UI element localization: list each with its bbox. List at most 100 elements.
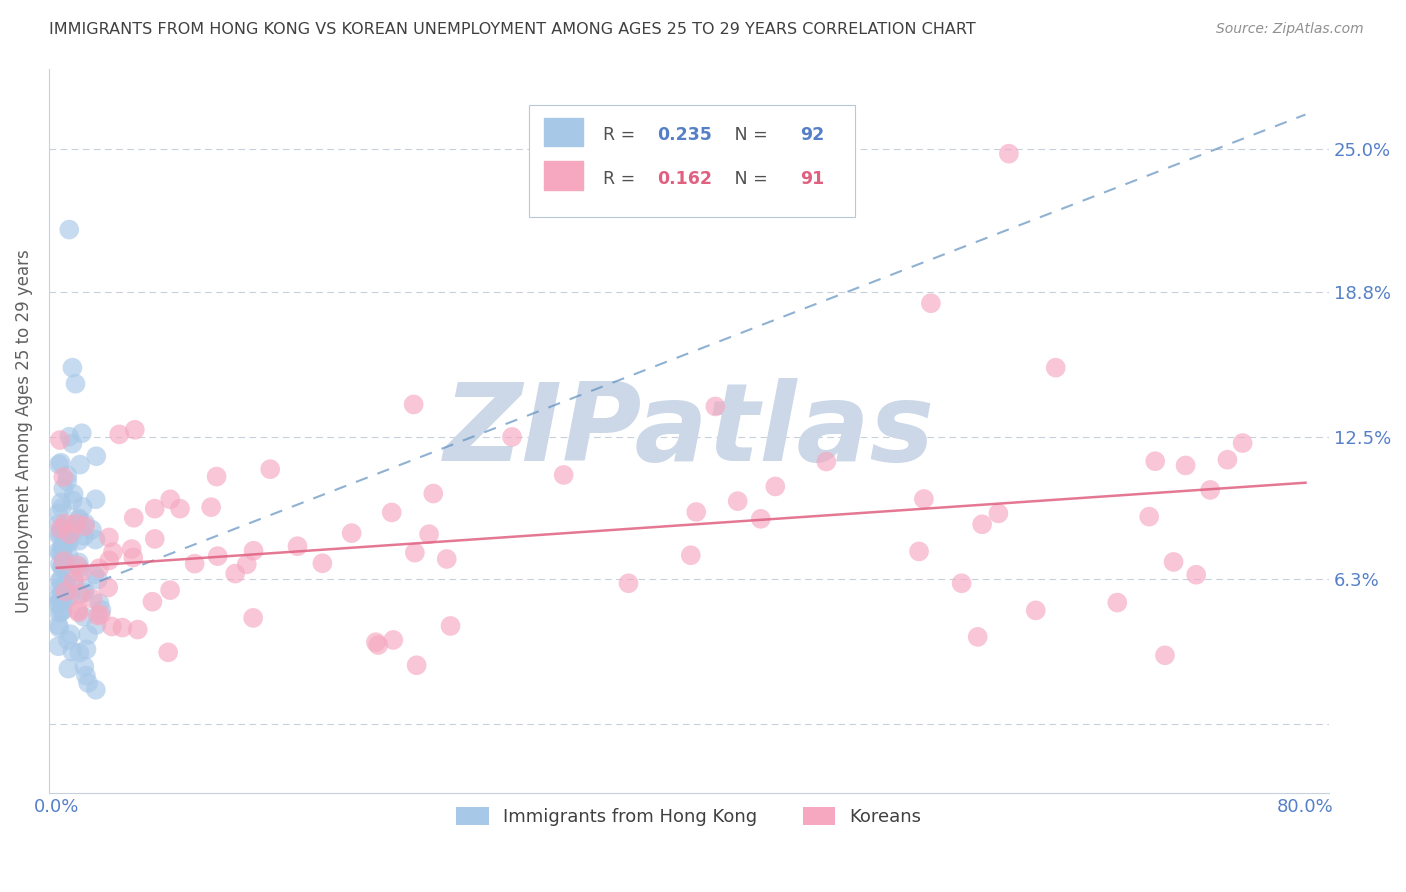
Point xyxy=(617,576,640,591)
Point xyxy=(1045,360,1067,375)
Point xyxy=(59,627,82,641)
Point xyxy=(908,544,931,558)
Point xyxy=(86,618,108,632)
Point xyxy=(62,645,84,659)
Point xyxy=(58,549,80,563)
Point xyxy=(1107,596,1129,610)
Point xyxy=(287,539,309,553)
Point xyxy=(205,469,228,483)
Point xyxy=(159,583,181,598)
Point xyxy=(60,436,83,450)
Point xyxy=(157,645,180,659)
Text: 0.235: 0.235 xyxy=(657,126,711,145)
Point xyxy=(52,554,75,568)
Point xyxy=(381,505,404,519)
Point xyxy=(73,583,96,598)
Point xyxy=(73,609,96,624)
Point xyxy=(418,527,440,541)
Point xyxy=(70,566,93,580)
Point xyxy=(46,597,69,611)
Point xyxy=(51,500,73,515)
Point xyxy=(402,397,425,411)
Point xyxy=(73,659,96,673)
Point xyxy=(236,558,259,572)
Point xyxy=(77,628,100,642)
Point xyxy=(51,519,73,533)
Point xyxy=(404,546,426,560)
Point xyxy=(48,528,70,542)
Legend: Immigrants from Hong Kong, Koreans: Immigrants from Hong Kong, Koreans xyxy=(447,797,931,835)
Point xyxy=(422,486,444,500)
Point xyxy=(55,591,77,606)
Point xyxy=(1185,567,1208,582)
Point xyxy=(111,621,134,635)
Point xyxy=(58,222,80,236)
Point xyxy=(48,574,70,588)
Point xyxy=(183,557,205,571)
Point xyxy=(143,532,166,546)
Point xyxy=(69,587,91,601)
Point xyxy=(405,658,427,673)
Point xyxy=(46,544,69,558)
Point xyxy=(73,586,96,600)
Point xyxy=(98,553,121,567)
Point xyxy=(224,566,246,581)
Point xyxy=(58,662,80,676)
Point xyxy=(1199,483,1222,497)
Point xyxy=(122,510,145,524)
Point xyxy=(65,376,87,391)
Point xyxy=(97,530,120,544)
Point xyxy=(52,604,75,618)
Point xyxy=(966,630,988,644)
Point xyxy=(56,633,79,648)
Point xyxy=(46,618,69,632)
Point xyxy=(920,296,942,310)
Point xyxy=(49,546,72,560)
Point xyxy=(127,623,149,637)
Point xyxy=(51,540,73,554)
Point xyxy=(972,517,994,532)
Point xyxy=(58,527,80,541)
Point xyxy=(122,550,145,565)
Point xyxy=(84,492,107,507)
Point xyxy=(67,560,90,574)
Point xyxy=(56,579,79,593)
Point xyxy=(77,676,100,690)
Point xyxy=(83,567,105,582)
Point xyxy=(67,533,90,548)
Point xyxy=(67,603,90,617)
Point xyxy=(70,426,93,441)
Point xyxy=(52,528,75,542)
Point xyxy=(141,595,163,609)
Point xyxy=(52,470,75,484)
Point xyxy=(1163,555,1185,569)
Text: ZIPatlas: ZIPatlas xyxy=(443,378,935,484)
Text: R =: R = xyxy=(603,126,641,145)
Point xyxy=(75,516,97,530)
Point xyxy=(80,523,103,537)
Point xyxy=(242,611,264,625)
Point xyxy=(53,576,76,591)
Point xyxy=(815,454,838,468)
Point xyxy=(207,549,229,563)
Point xyxy=(51,524,73,539)
Point xyxy=(169,501,191,516)
Point xyxy=(121,542,143,557)
Point xyxy=(52,551,75,566)
Point xyxy=(67,556,90,570)
Point xyxy=(51,593,73,607)
Point xyxy=(62,493,84,508)
Point xyxy=(49,522,72,536)
Point xyxy=(763,479,786,493)
Point xyxy=(97,581,120,595)
Point xyxy=(49,456,72,470)
Point xyxy=(101,619,124,633)
Point xyxy=(48,458,70,472)
Point xyxy=(87,573,110,587)
Point xyxy=(69,458,91,472)
Point xyxy=(912,491,935,506)
Point xyxy=(46,517,69,532)
Point xyxy=(49,527,72,541)
Point xyxy=(75,668,97,682)
Point xyxy=(67,646,90,660)
